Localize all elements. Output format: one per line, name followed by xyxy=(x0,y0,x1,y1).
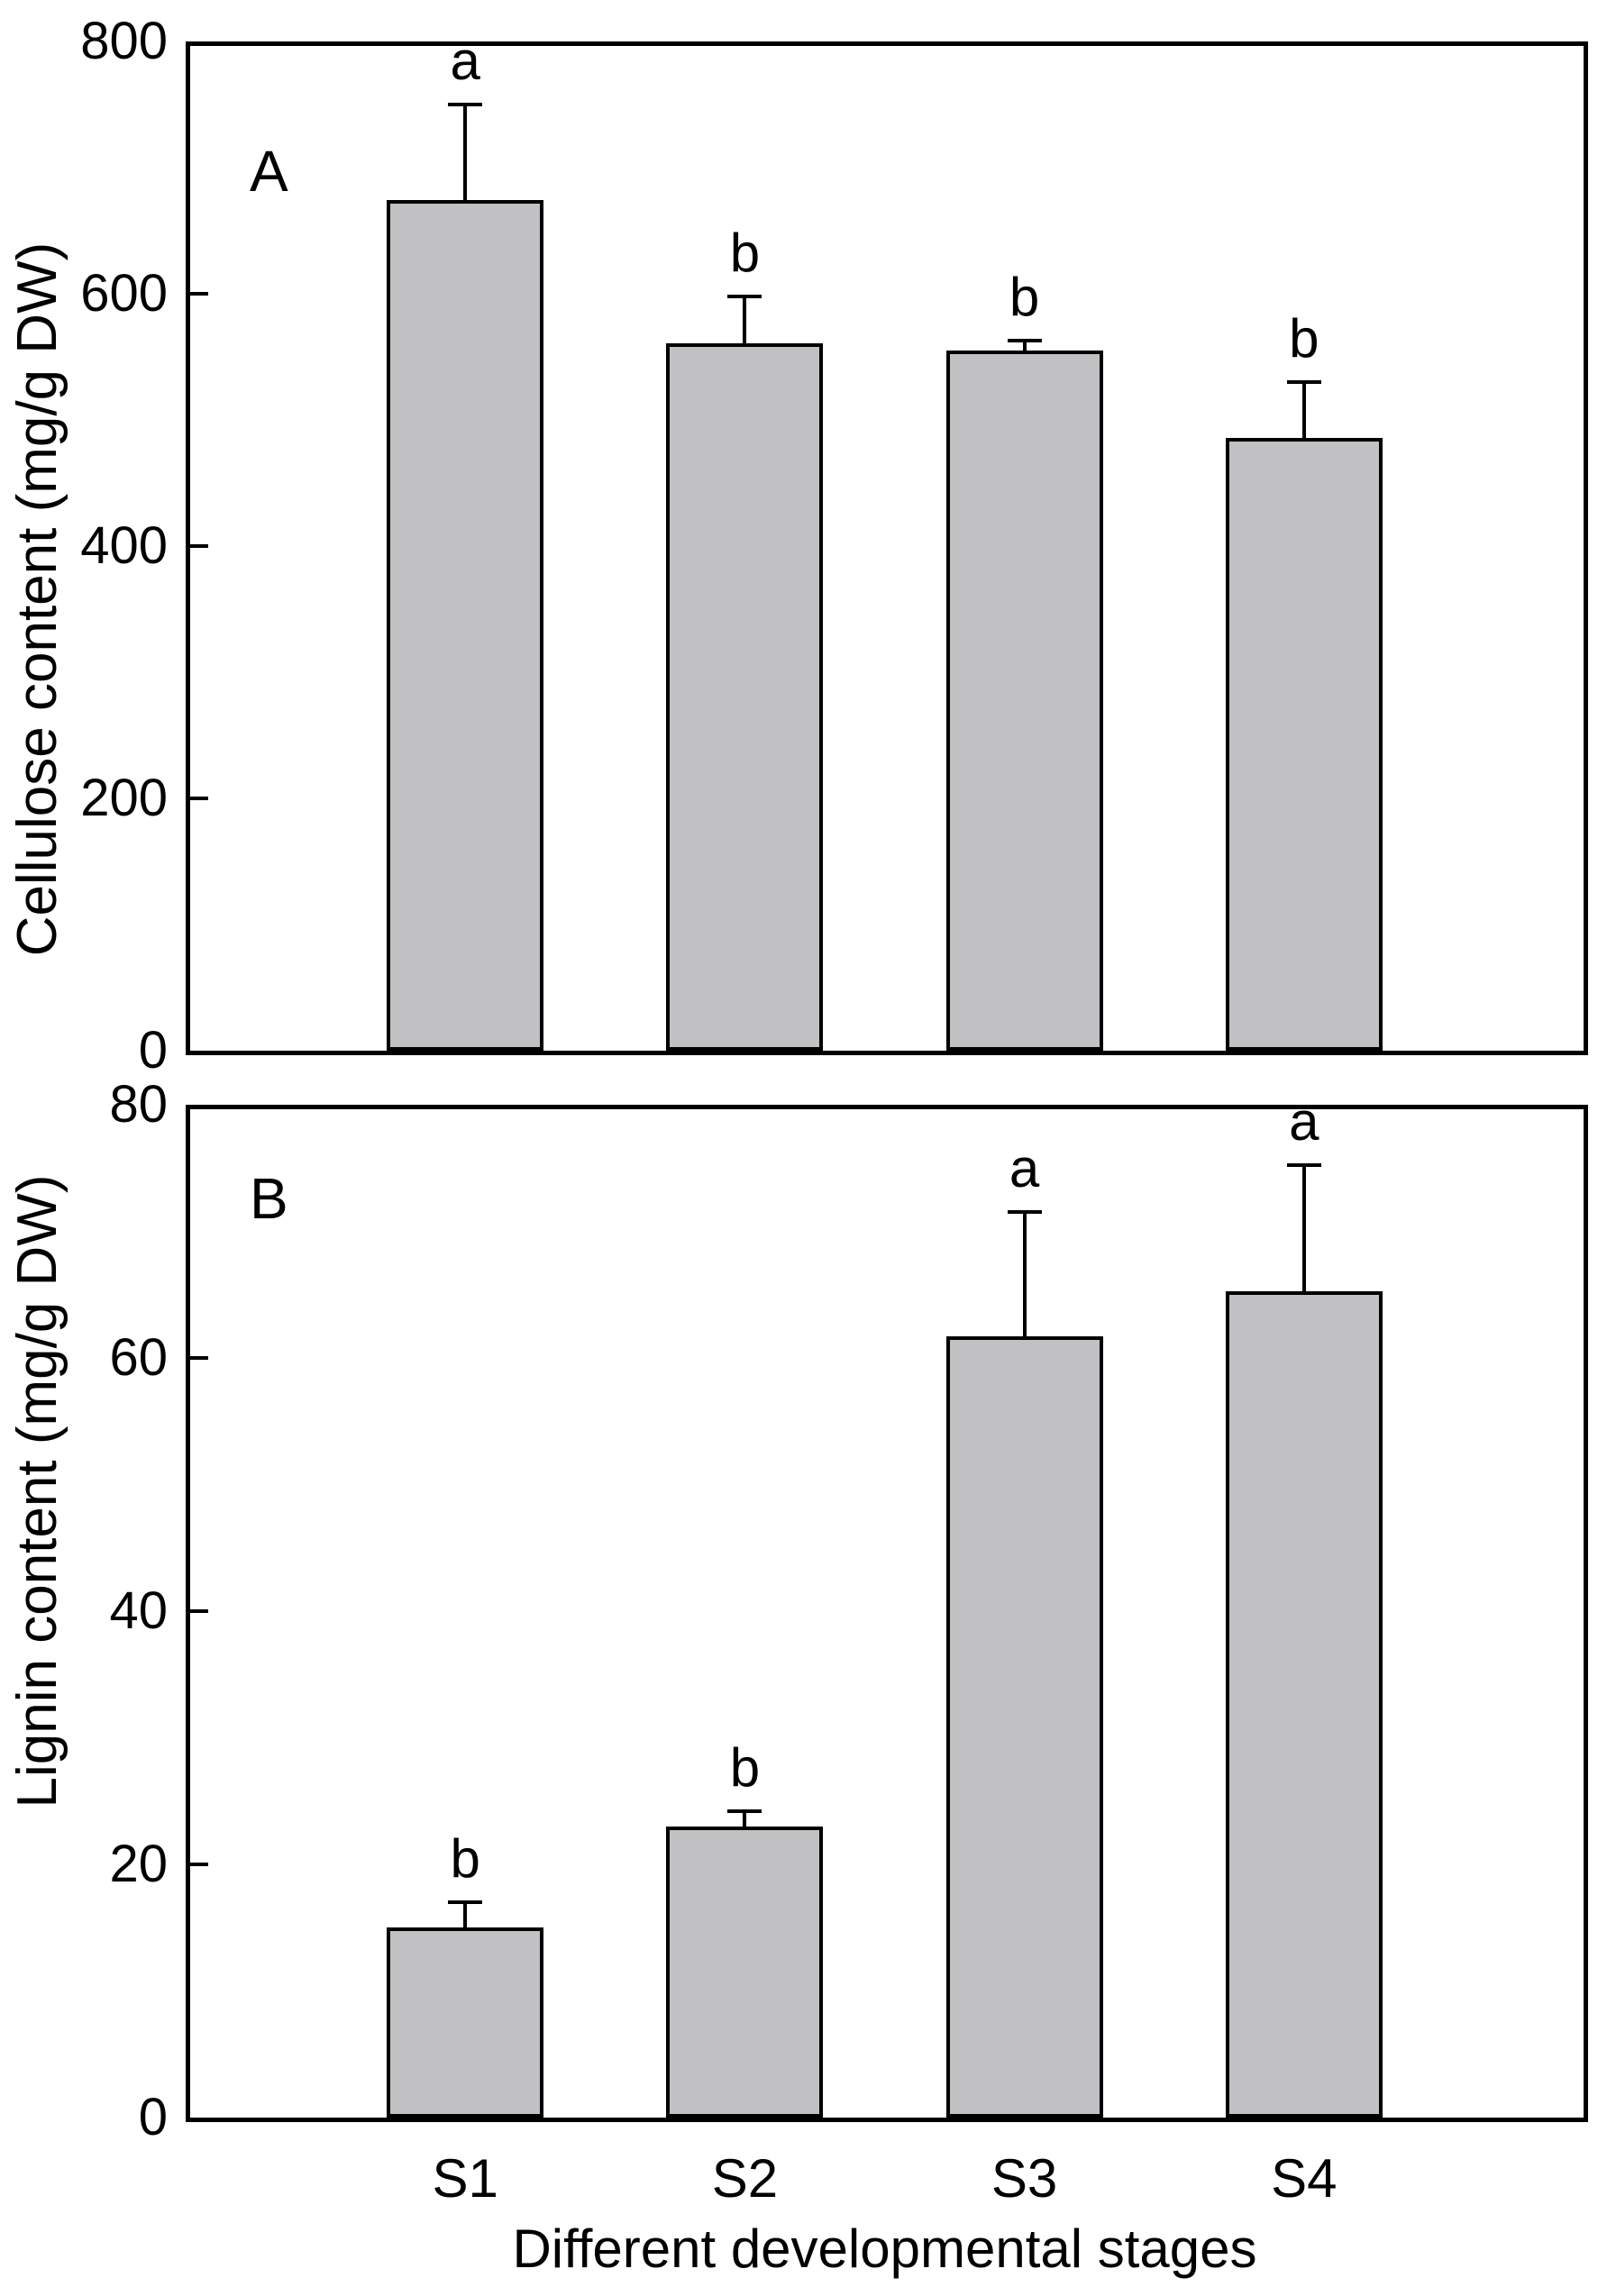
y-tick-b-40 xyxy=(190,1609,208,1613)
y-tick-label-a-0: 0 xyxy=(138,1021,168,1080)
y-tick-label-a-400: 400 xyxy=(80,516,168,575)
panel-a-label: A xyxy=(250,139,288,204)
error-bar-a-s3 xyxy=(1022,340,1027,351)
error-cap-a-s4 xyxy=(1286,380,1321,384)
sig-letter-a-s3: b xyxy=(1009,266,1040,327)
error-cap-b-s3 xyxy=(1007,1210,1042,1215)
panel-b-label: B xyxy=(250,1166,288,1231)
error-cap-b-s4 xyxy=(1286,1163,1321,1168)
sig-letter-b-s4: a xyxy=(1289,1091,1319,1153)
sig-letter-a-s1: a xyxy=(450,31,480,91)
bar-b-s1 xyxy=(387,1927,544,2118)
error-bar-b-s1 xyxy=(463,1902,468,1928)
bar-a-s3 xyxy=(945,351,1103,1051)
y-tick-b-20 xyxy=(190,1863,208,1866)
error-bar-a-s4 xyxy=(1301,382,1306,438)
y-tick-a-200 xyxy=(190,797,208,800)
sig-letter-a-s2: b xyxy=(729,222,761,283)
x-tick-label-s3: S3 xyxy=(991,2148,1058,2209)
error-bar-a-s1 xyxy=(463,105,468,201)
bar-a-s4 xyxy=(1225,437,1383,1051)
sig-letter-b-s3: a xyxy=(1009,1138,1040,1199)
y-tick-b-60 xyxy=(190,1356,208,1360)
sig-letter-b-s2: b xyxy=(729,1736,761,1798)
y-tick-label-b-20: 20 xyxy=(109,1835,168,1893)
y-tick-a-400 xyxy=(190,544,208,548)
y-axis-title-cellulose: Cellulose content (mg/g DW) xyxy=(6,241,68,957)
y-tick-label-b-80: 80 xyxy=(109,1075,168,1134)
y-tick-label-a-200: 200 xyxy=(80,769,168,827)
x-axis-title: Different developmental stages xyxy=(512,2219,1257,2279)
error-bar-b-s3 xyxy=(1022,1212,1027,1337)
x-tick-label-s1: S1 xyxy=(432,2148,498,2209)
y-axis-title-lignin: Lignin content (mg/g DW) xyxy=(6,1174,68,1809)
bar-a-s1 xyxy=(387,200,544,1051)
bar-b-s2 xyxy=(666,1826,824,2118)
error-bar-b-s4 xyxy=(1301,1165,1306,1291)
error-bar-a-s2 xyxy=(743,296,747,343)
y-tick-label-b-40: 40 xyxy=(109,1581,168,1640)
error-cap-b-s2 xyxy=(727,1809,762,1813)
y-tick-a-600 xyxy=(190,292,208,296)
error-cap-b-s1 xyxy=(448,1900,483,1905)
error-bar-b-s2 xyxy=(743,1810,747,1827)
y-tick-label-a-600: 600 xyxy=(80,264,168,323)
x-tick-label-s4: S4 xyxy=(1271,2148,1338,2209)
error-cap-a-s1 xyxy=(448,103,483,106)
bar-a-s2 xyxy=(666,342,824,1051)
bar-b-s4 xyxy=(1225,1290,1383,2118)
sig-letter-a-s4: b xyxy=(1289,308,1319,369)
y-tick-label-b-0: 0 xyxy=(138,2088,168,2146)
y-tick-label-b-60: 60 xyxy=(109,1328,168,1387)
error-cap-a-s2 xyxy=(727,294,762,298)
x-tick-label-s2: S2 xyxy=(711,2148,779,2209)
sig-letter-b-s1: b xyxy=(450,1828,480,1890)
bar-b-s3 xyxy=(945,1336,1103,2118)
error-cap-a-s3 xyxy=(1007,338,1042,342)
y-tick-label-a-800: 800 xyxy=(80,12,168,70)
